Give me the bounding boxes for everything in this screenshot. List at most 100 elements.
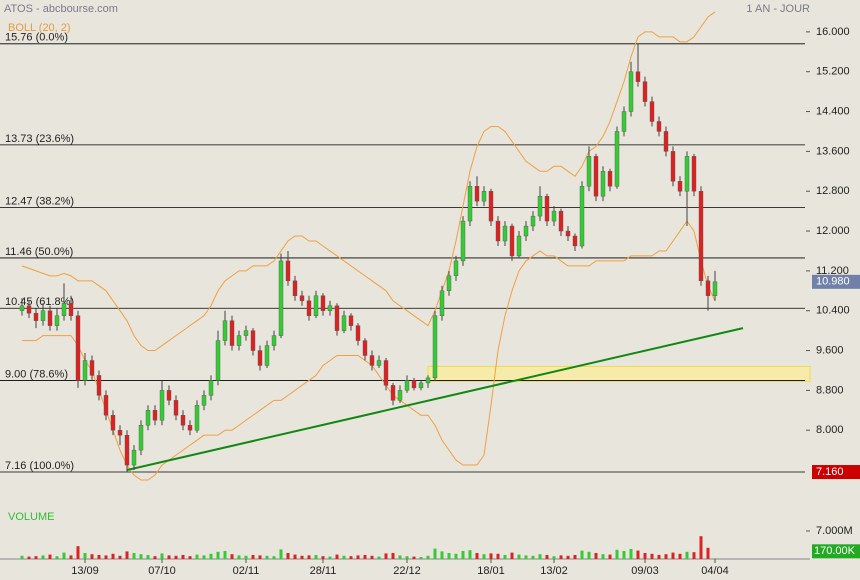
volume-bar [230,554,234,559]
volume-bar [713,558,717,559]
volume-bar [223,551,227,559]
volume-bar [545,555,549,559]
candle-body [432,315,438,379]
volume-bar [517,554,521,559]
candle-body [670,151,676,182]
volume-bar [524,555,528,559]
volume-bar [300,555,304,559]
volume-bar [286,553,290,559]
candle-body [404,380,410,391]
candle-body [138,425,144,451]
fib-label: 7.16 (100.0%) [5,460,74,472]
volume-bar [594,553,598,559]
volume-bar [671,552,675,559]
x-tick-label: 02/11 [233,565,260,577]
candle-body [663,131,669,152]
volume-bar [692,552,696,559]
candle-body [117,430,123,436]
candle-body [334,305,340,331]
fib-label: 9.00 (78.6%) [5,368,68,380]
candle-body [61,303,67,316]
candle-body [376,360,382,366]
volume-bar [657,555,661,559]
y-tick-label: 13.600 [816,145,850,157]
volume-bar [419,557,423,559]
candle-body [271,335,277,346]
volume-bar [76,546,80,559]
volume-bar [293,554,297,559]
candle-body [159,390,165,421]
volume-bar [538,554,542,559]
candle-body [551,210,557,222]
volume-bar [111,553,115,559]
candle-body [516,235,522,257]
candle-body [222,320,228,341]
volume-bar [475,553,479,559]
candle-body [509,225,515,257]
volume-bar [328,556,332,559]
volume-bar [118,555,122,559]
last-volume-box [812,544,860,559]
volume-bar [405,556,409,559]
candle-body [677,181,683,192]
volume-bar [62,552,66,559]
candle-body [712,281,718,296]
volume-bar [573,555,577,559]
candle-body [390,385,396,401]
volume-bar [699,536,703,559]
candle-body [306,300,312,316]
volume-bar [265,555,269,559]
volume-bar [104,555,108,559]
candle-body [369,355,375,366]
chart-title: ATOS - abcbourse.com [4,3,118,15]
y-tick-label: 14.400 [816,105,850,117]
candle-body [292,280,298,296]
candle-body [250,330,256,351]
volume-bar [167,555,171,559]
candle-body [474,186,480,202]
volume-tick-label: 7.000M [816,525,853,537]
candle-body [145,410,151,426]
candle-body [68,303,74,316]
candle-body [502,225,508,242]
x-tick-label: 13/09 [71,565,99,577]
volume-bar [566,555,570,559]
candle-body [194,405,200,431]
candle-body [243,330,249,336]
candle-body [439,290,445,316]
y-tick-label: 8.000 [816,424,844,436]
candle-body [705,280,711,296]
last-price-label: 10.980 [816,276,850,288]
volume-bar [629,549,633,559]
volume-bar [146,555,150,559]
volume-bar [384,553,388,559]
candle-body [47,310,53,326]
candle-body [495,220,501,242]
candle-body [579,186,585,247]
volume-bar [496,553,500,559]
candle-body [411,380,417,389]
volume-bar [678,553,682,559]
volume-bar [412,556,416,559]
candle-body [131,449,137,466]
volume-bar [69,555,73,559]
volume-bar [321,556,325,559]
volume-bar [433,548,437,559]
volume-bar [531,555,535,559]
candle-body [26,305,32,314]
candle-body [425,377,431,384]
candle-body [649,101,655,122]
volume-bar [258,555,262,559]
fib-label: 13.73 (23.6%) [5,133,74,145]
x-tick-label: 18/01 [477,565,505,577]
candle-body [593,156,599,197]
candle-body [152,410,158,421]
volume-bar [587,551,591,559]
volume-bar [706,547,710,559]
volume-bar [335,554,339,559]
candle-body [362,340,368,356]
volume-bar [489,553,493,559]
x-tick-label: 13/02 [540,565,568,577]
volume-bar [510,552,514,559]
y-tick-label: 10.400 [816,305,850,317]
